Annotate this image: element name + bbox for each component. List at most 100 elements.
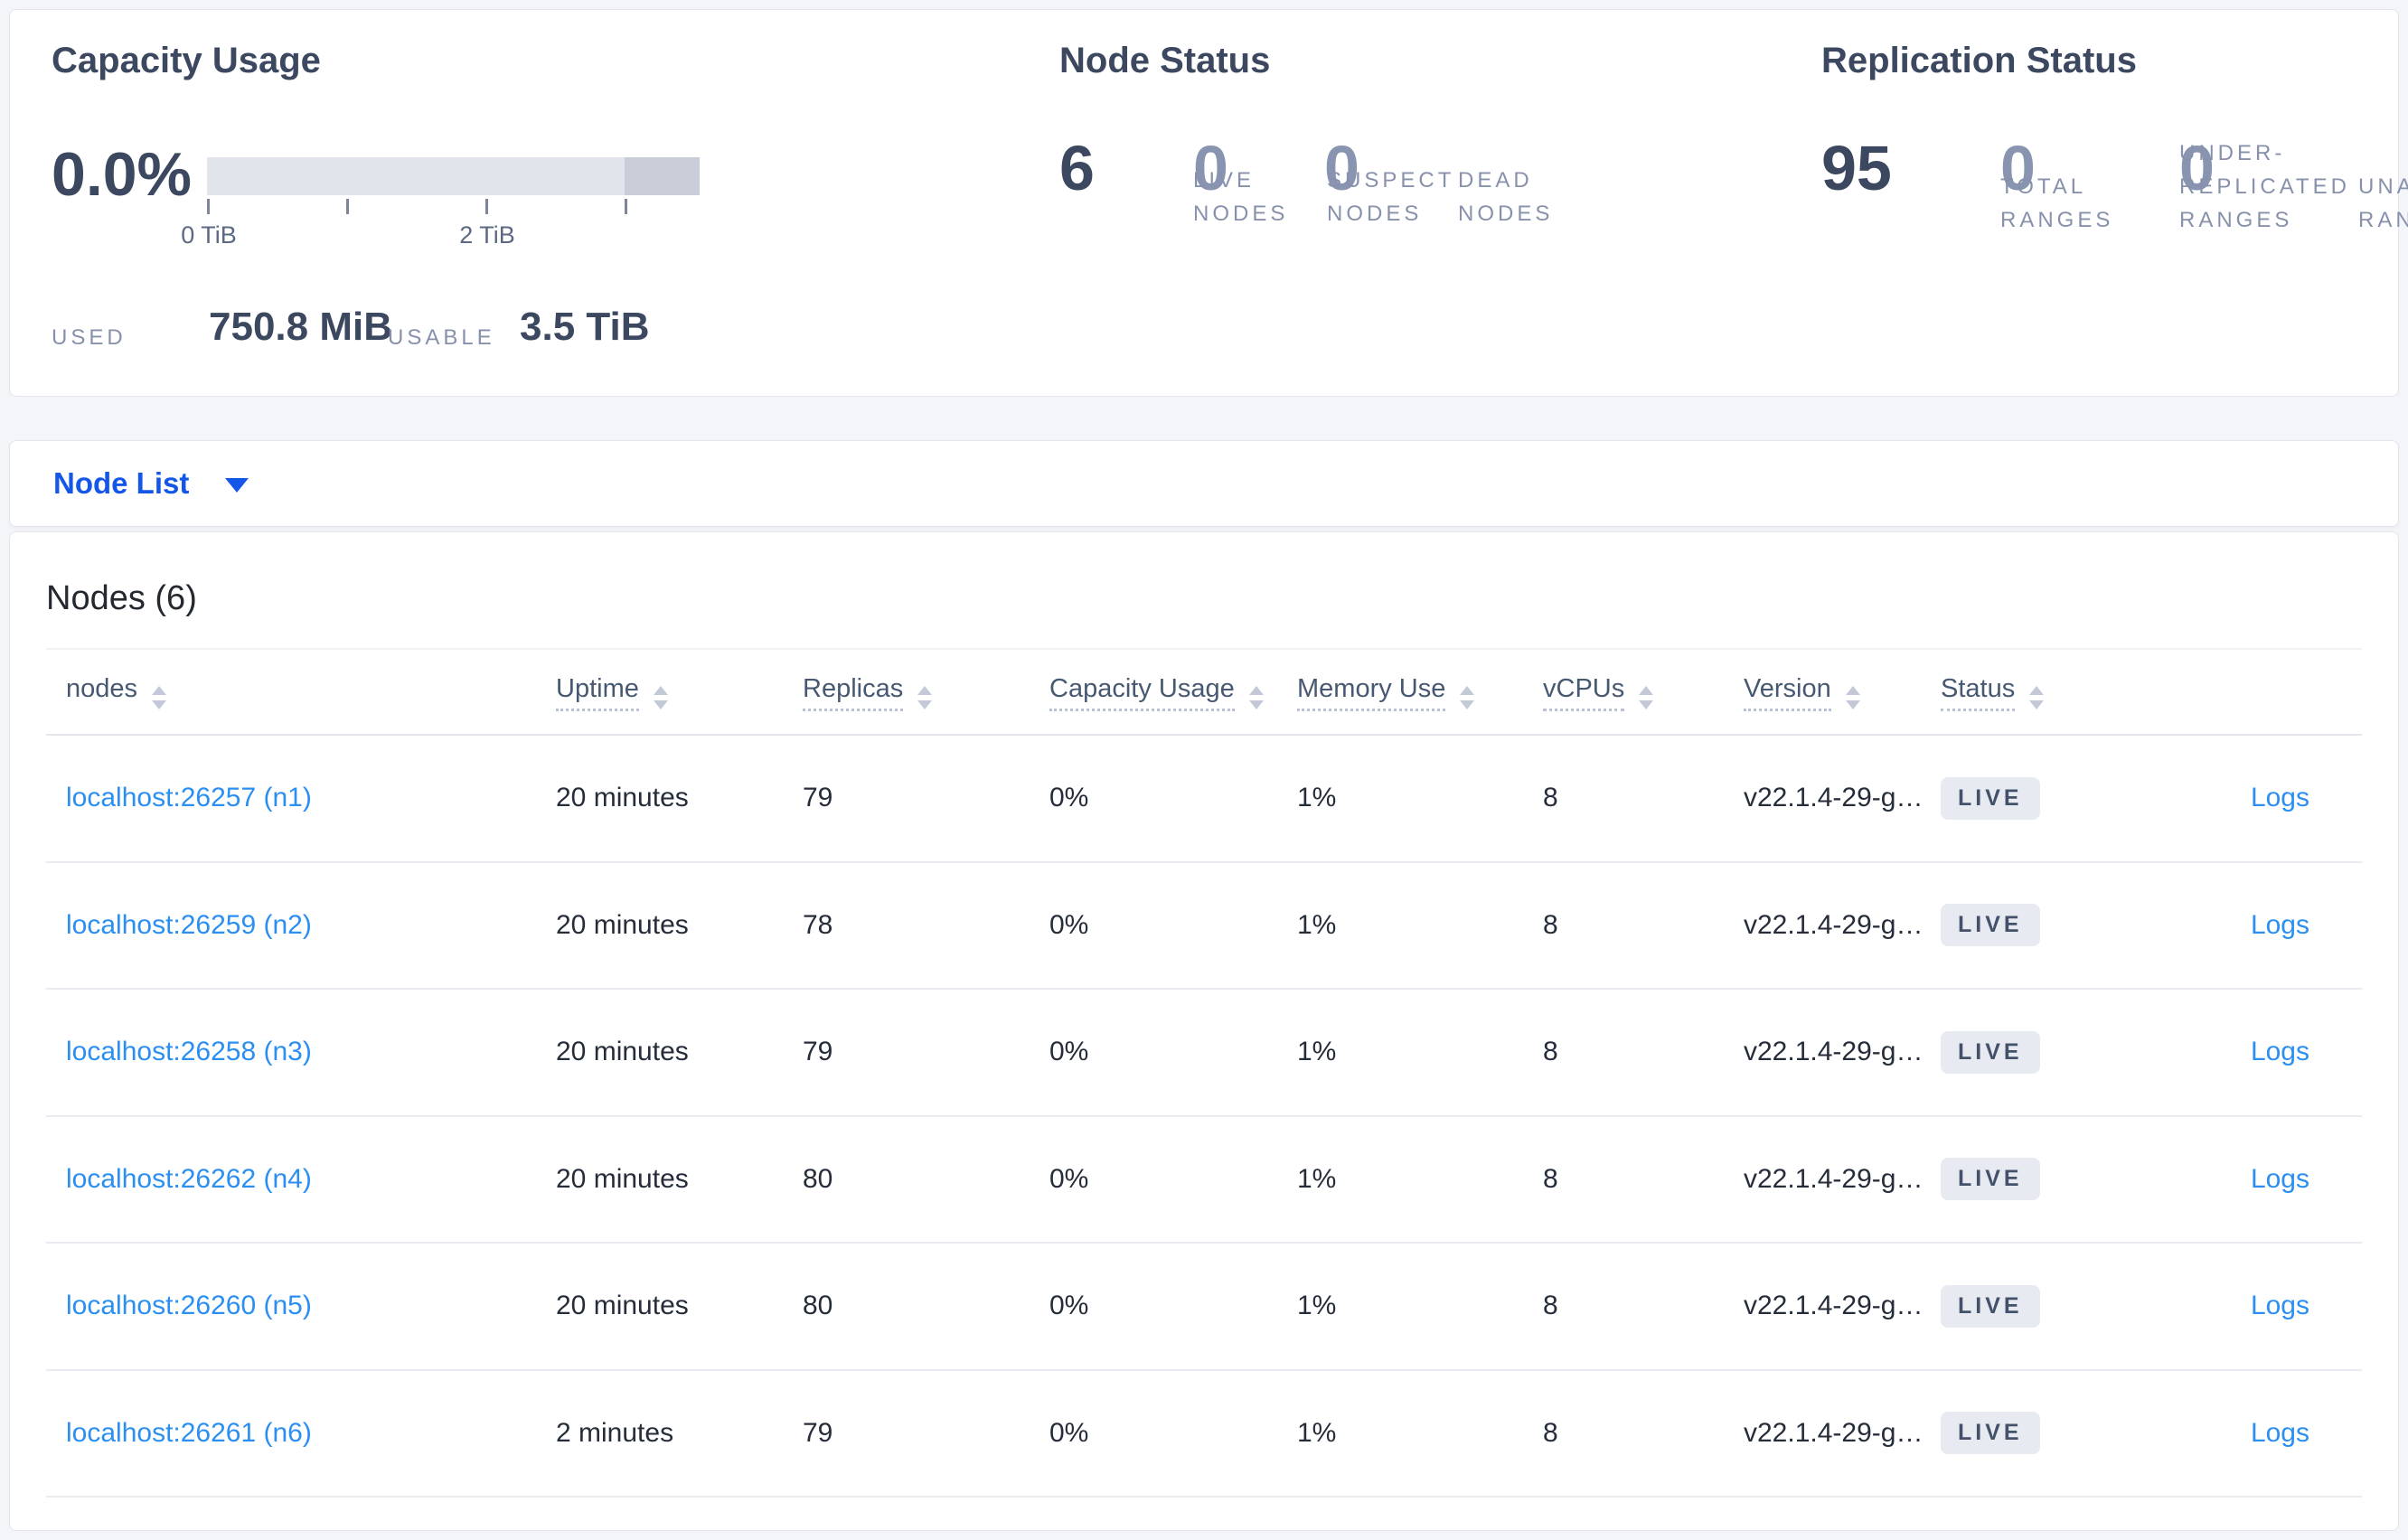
vcpus-cell: 8 [1543, 1163, 1558, 1194]
memory-cell: 1% [1297, 1163, 1337, 1194]
memory-cell: 1% [1297, 909, 1337, 940]
under-replicated-ranges-count: 0 [2000, 133, 2036, 203]
live-nodes-label: LIVE NODES [1193, 167, 1289, 226]
logs-link[interactable]: Logs [2250, 1417, 2309, 1448]
sort-icon [1248, 686, 1264, 709]
unavailable-ranges-count: 0 [2179, 133, 2215, 203]
capacity-usage-bar [207, 157, 700, 195]
capacity-cell: 0% [1049, 1291, 1089, 1321]
under-replicated-ranges-label: UNDER-REPLICATED RANGES [2179, 141, 2350, 233]
node-link[interactable]: localhost:26260 (n5) [66, 1291, 312, 1321]
table-row: localhost:26257 (n1) 20 minutes 79 0% 1%… [46, 736, 2362, 863]
sort-icon [1460, 686, 1475, 709]
capacity-percent: 0.0% [52, 140, 192, 209]
status-badge: LIVE [1941, 904, 2040, 947]
total-ranges-label: TOTAL RANGES [2000, 174, 2114, 233]
column-header-version[interactable]: Version [1724, 674, 1921, 711]
nodes-table-card: Nodes (6) nodes Uptime Replicas Capacity… [9, 531, 2399, 1531]
status-badge: LIVE [1941, 776, 2040, 820]
uptime-cell: 20 minutes [556, 1291, 689, 1321]
replication-status-title: Replication Status [1821, 41, 2137, 80]
column-header-capacity-usage[interactable]: Capacity Usage [1030, 674, 1277, 711]
suspect-nodes-count: 0 [1193, 133, 1228, 203]
sort-icon [917, 686, 933, 709]
total-ranges-count: 95 [1821, 133, 1892, 203]
replication-status-stats: 95 0 0 TOTAL RANGES UNDER-REPLICATED RAN… [1821, 133, 2408, 362]
sort-icon [1639, 686, 1654, 709]
live-nodes-count: 6 [1059, 133, 1095, 203]
column-header-nodes[interactable]: nodes [46, 674, 536, 709]
usable-value: 3.5 TiB [520, 305, 650, 349]
dead-nodes-count: 0 [1324, 133, 1359, 203]
capacity-cell: 0% [1049, 1037, 1089, 1067]
memory-cell: 1% [1297, 1037, 1337, 1067]
capacity-tick-0 [207, 199, 210, 214]
uptime-cell: 2 minutes [556, 1417, 674, 1448]
node-list-dropdown[interactable]: Node List [9, 440, 2399, 527]
title-divider [46, 648, 2362, 650]
capacity-usage-title: Capacity Usage [52, 41, 321, 80]
nodes-table-title: Nodes (6) [46, 579, 197, 617]
memory-cell: 1% [1297, 1417, 1337, 1448]
capacity-tick-2 [485, 199, 488, 214]
capacity-cell: 0% [1049, 783, 1089, 813]
capacity-tick-label-2: 2 TiB [459, 221, 515, 249]
node-list-dropdown-label: Node List [53, 466, 190, 500]
usable-label: USABLE [388, 325, 495, 350]
used-label: USED [52, 325, 127, 350]
column-header-status[interactable]: Status [1921, 674, 2150, 711]
status-badge: LIVE [1941, 1030, 2040, 1074]
replicas-cell: 79 [803, 783, 833, 813]
node-link[interactable]: localhost:26262 (n4) [66, 1163, 312, 1194]
node-link[interactable]: localhost:26261 (n6) [66, 1417, 312, 1448]
logs-link[interactable]: Logs [2250, 1037, 2309, 1067]
version-cell: v22.1.4-29-g… [1744, 783, 1924, 813]
capacity-tick-3 [625, 199, 627, 214]
used-value: 750.8 MiB [209, 305, 392, 349]
logs-link[interactable]: Logs [2250, 783, 2309, 813]
vcpus-cell: 8 [1543, 783, 1558, 813]
status-badge: LIVE [1941, 1158, 2040, 1201]
version-cell: v22.1.4-29-g… [1744, 1037, 1924, 1067]
capacity-cell: 0% [1049, 1417, 1089, 1448]
sort-icon [1845, 686, 1860, 709]
nodes-table-header: nodes Uptime Replicas Capacity Usage Mem… [46, 650, 2362, 736]
node-link[interactable]: localhost:26258 (n3) [66, 1037, 312, 1067]
uptime-cell: 20 minutes [556, 783, 689, 813]
node-link[interactable]: localhost:26257 (n1) [66, 783, 312, 813]
chevron-down-icon [225, 478, 249, 493]
table-row: localhost:26258 (n3) 20 minutes 79 0% 1%… [46, 990, 2362, 1117]
capacity-tick-1 [346, 199, 349, 214]
vcpus-cell: 8 [1543, 909, 1558, 940]
uptime-cell: 20 minutes [556, 909, 689, 940]
column-header-vcpus[interactable]: vCPUs [1523, 674, 1724, 711]
version-cell: v22.1.4-29-g… [1744, 909, 1924, 940]
replicas-cell: 79 [803, 1037, 833, 1067]
version-cell: v22.1.4-29-g… [1744, 1417, 1924, 1448]
cluster-overview-card: Capacity Usage 0.0% 0 TiB 2 TiB USED 750… [9, 9, 2408, 397]
replicas-cell: 80 [803, 1163, 833, 1194]
sort-icon [653, 686, 668, 709]
logs-link[interactable]: Logs [2250, 909, 2309, 940]
unavailable-ranges-label: UNAVAILABLE RANGES [2358, 174, 2408, 233]
column-header-memory-use[interactable]: Memory Use [1277, 674, 1523, 711]
version-cell: v22.1.4-29-g… [1744, 1163, 1924, 1194]
version-cell: v22.1.4-29-g… [1744, 1291, 1924, 1321]
column-header-replicas[interactable]: Replicas [783, 674, 1030, 711]
logs-link[interactable]: Logs [2250, 1291, 2309, 1321]
table-row: localhost:26262 (n4) 20 minutes 80 0% 1%… [46, 1117, 2362, 1244]
uptime-cell: 20 minutes [556, 1163, 689, 1194]
vcpus-cell: 8 [1543, 1037, 1558, 1067]
capacity-bar-reserved-segment [625, 157, 700, 195]
replicas-cell: 79 [803, 1417, 833, 1448]
capacity-tick-label-0: 0 TiB [181, 221, 237, 249]
vcpus-cell: 8 [1543, 1291, 1558, 1321]
logs-link[interactable]: Logs [2250, 1163, 2309, 1194]
uptime-cell: 20 minutes [556, 1037, 689, 1067]
column-header-uptime[interactable]: Uptime [536, 674, 783, 711]
capacity-cell: 0% [1049, 1163, 1089, 1194]
node-link[interactable]: localhost:26259 (n2) [66, 909, 312, 940]
table-row: localhost:26259 (n2) 20 minutes 78 0% 1%… [46, 863, 2362, 990]
replicas-cell: 78 [803, 909, 833, 940]
memory-cell: 1% [1297, 783, 1337, 813]
